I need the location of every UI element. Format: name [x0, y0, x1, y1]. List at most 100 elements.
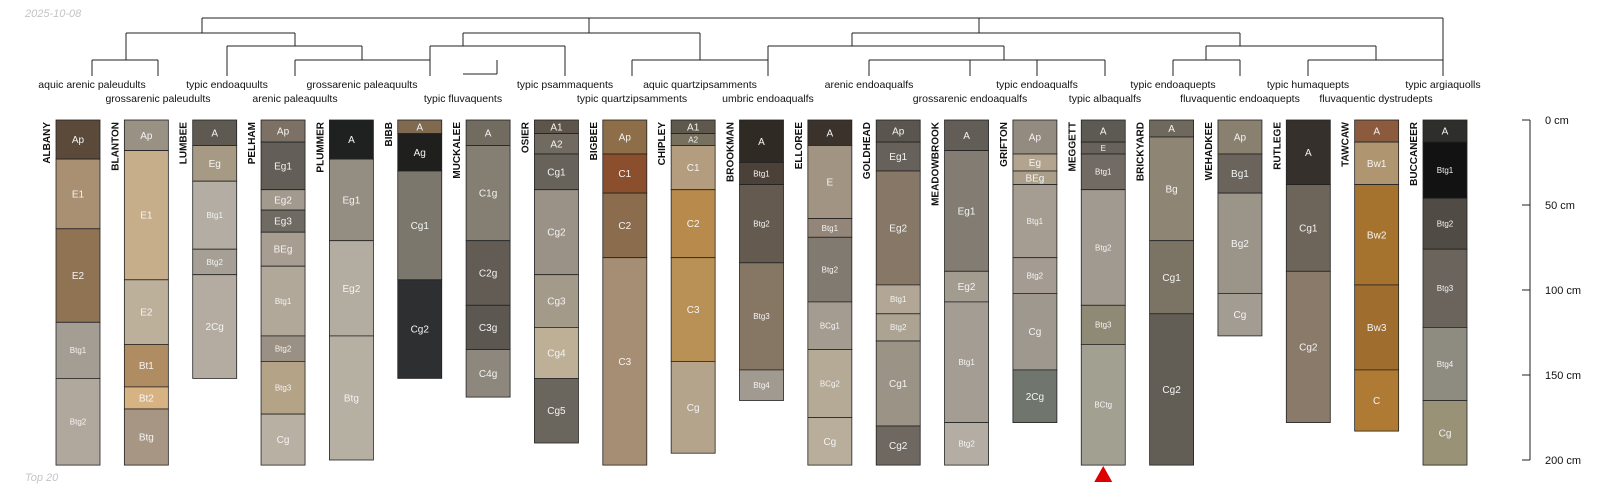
- horizon-label: A: [1373, 127, 1380, 138]
- horizon-label: E: [1101, 144, 1106, 153]
- horizon-label: Eg1: [343, 195, 361, 206]
- horizon-beg: [260, 231, 306, 267]
- profile-name-label: BROOKMAN: [726, 122, 737, 182]
- horizon-label: C2: [618, 221, 631, 232]
- horizon-bw3: [1354, 284, 1400, 371]
- horizon-cg1: [534, 153, 579, 191]
- horizon-eg1: [260, 141, 306, 191]
- profile-osier: OSIER A1 A2 Cg1 Cg2 Cg3 Cg4 Cg5: [520, 119, 579, 444]
- horizon-e2: [123, 279, 169, 345]
- profile-name-label: PLUMMER: [315, 121, 326, 172]
- horizon-label: Eg1: [958, 206, 976, 217]
- profile-name-label: TAWCAW: [1341, 121, 1352, 166]
- horizon-btg2: [192, 248, 238, 276]
- horizon-label: Btg1: [206, 211, 223, 220]
- horizon-label: Btg3: [1095, 321, 1112, 330]
- profile-bigbee: BIGBEE Ap C1 C2 C3: [589, 119, 648, 466]
- horizon-label: Btg4: [1437, 360, 1454, 369]
- profile-elloree: ELLOREE A E Btg1 Btg2 BCg1 BCg2 Cg: [794, 119, 853, 466]
- classification-label: grossarenic paleudults: [105, 93, 210, 105]
- horizon-btg3: [1080, 304, 1126, 345]
- horizon-label: Cg5: [547, 406, 566, 417]
- horizon-btg1: [875, 284, 921, 315]
- horizon-label: Cg: [1234, 310, 1247, 321]
- date-label: 2025-10-08: [25, 8, 82, 20]
- classification-label: fluvaquentic dystrudepts: [1319, 93, 1432, 105]
- horizon-label: Cg: [277, 435, 290, 446]
- horizon-label: A: [827, 128, 834, 139]
- horizon-cg2: [534, 189, 579, 276]
- horizon-btg2: [875, 313, 921, 342]
- horizon-label: C2g: [479, 269, 497, 280]
- depth-axis: 0 cm 50 cm 100 cm 150 cm 200 cm: [1522, 115, 1581, 467]
- profile-name-label: BRICKYARD: [1136, 122, 1147, 181]
- horizon-label: Bg: [1165, 184, 1177, 195]
- profile-name-label: CHIPLEY: [657, 122, 668, 166]
- horizon-cg: [260, 413, 306, 466]
- horizon-label: E: [827, 178, 834, 189]
- horizon-label: Ap: [1029, 133, 1042, 144]
- horizon-label: A1: [550, 122, 563, 133]
- horizon-btg1: [944, 301, 989, 423]
- horizon-label: Btg1: [275, 297, 292, 306]
- horizon-c4g: [465, 349, 511, 398]
- classification-dendrogram: [91, 17, 1444, 76]
- horizon-label: Eg: [1029, 158, 1041, 169]
- profile-name-label: WEHADKEE: [1204, 122, 1215, 181]
- classification-label: typic endoaquults: [186, 79, 268, 91]
- horizon-eg2: [944, 270, 989, 303]
- horizon-label: Bt1: [139, 361, 154, 372]
- horizon-label: Btg2: [958, 440, 975, 449]
- horizon-label: A: [758, 137, 765, 148]
- horizon-label: C2: [687, 219, 700, 230]
- classification-label: typic endoaquepts: [1130, 79, 1215, 91]
- horizon-ap: [55, 119, 101, 160]
- horizon-bcg1: [807, 301, 853, 350]
- profile-name-label: LUMBEE: [179, 122, 190, 165]
- horizon-btg1: [260, 265, 306, 337]
- horizon-label: Cg2: [547, 228, 566, 239]
- classification-label: typic quartzipsamments: [577, 93, 687, 105]
- horizon-label: Cg: [687, 403, 700, 414]
- profile-rutlege: RUTLEGE A Cg1 Cg2: [1272, 119, 1331, 423]
- profile-goldhead: GOLDHEAD Ap Eg1 Eg2 Btg1 Btg2 Cg1 Cg2: [862, 119, 921, 466]
- horizon-bw1: [1354, 141, 1400, 186]
- horizon-label: E1: [140, 211, 153, 222]
- horizon-label: Bw2: [1367, 230, 1387, 241]
- profile-name-label: PELHAM: [247, 122, 258, 164]
- profile-chipley: CHIPLEY A1 A2 C1 C2 C3 Cg: [657, 119, 716, 454]
- horizon-cg1: [1149, 240, 1194, 315]
- classification-label: typic argiaquolls: [1405, 79, 1480, 91]
- horizon-label: A: [348, 135, 355, 146]
- horizon-btg2: [55, 377, 101, 466]
- profile-meggett: MEGGETT AE Btg1 Btg2 Btg3 BCtg: [1067, 119, 1126, 466]
- horizon-cg2: [1149, 313, 1194, 466]
- horizon-ap: [602, 119, 648, 155]
- horizon-btg4: [1422, 326, 1468, 401]
- horizon-btg3: [739, 262, 784, 371]
- horizon-bt1: [123, 343, 169, 388]
- profile-name-label: BIGBEE: [589, 122, 600, 161]
- horizon-label: Btg2: [1095, 243, 1112, 252]
- horizon-bcg2: [807, 349, 853, 418]
- horizon-e1: [123, 150, 169, 281]
- horizon-label: Btg2: [753, 220, 770, 229]
- horizon-btg2: [944, 422, 989, 466]
- profile-albany: ALBANY Ap E1 E2 Btg1 Btg2: [42, 119, 101, 466]
- depth-tick-label: 200 cm: [1545, 455, 1581, 467]
- horizon-a: [739, 119, 784, 163]
- classification-label: typic endoaqualfs: [996, 79, 1078, 91]
- horizon-btg: [328, 335, 374, 461]
- horizon-label: Cg1: [1162, 273, 1181, 284]
- depth-tick-label: 0 cm: [1545, 115, 1569, 127]
- horizon-label: A2: [688, 135, 698, 144]
- horizon-label: A: [1168, 124, 1175, 135]
- depth-tick-label: 50 cm: [1545, 200, 1575, 212]
- classification-label: aquic quartzipsamments: [643, 79, 757, 91]
- horizon-label: Cg2: [1162, 385, 1181, 396]
- horizon-btg3: [260, 360, 306, 415]
- horizon-label: Btg: [139, 433, 154, 444]
